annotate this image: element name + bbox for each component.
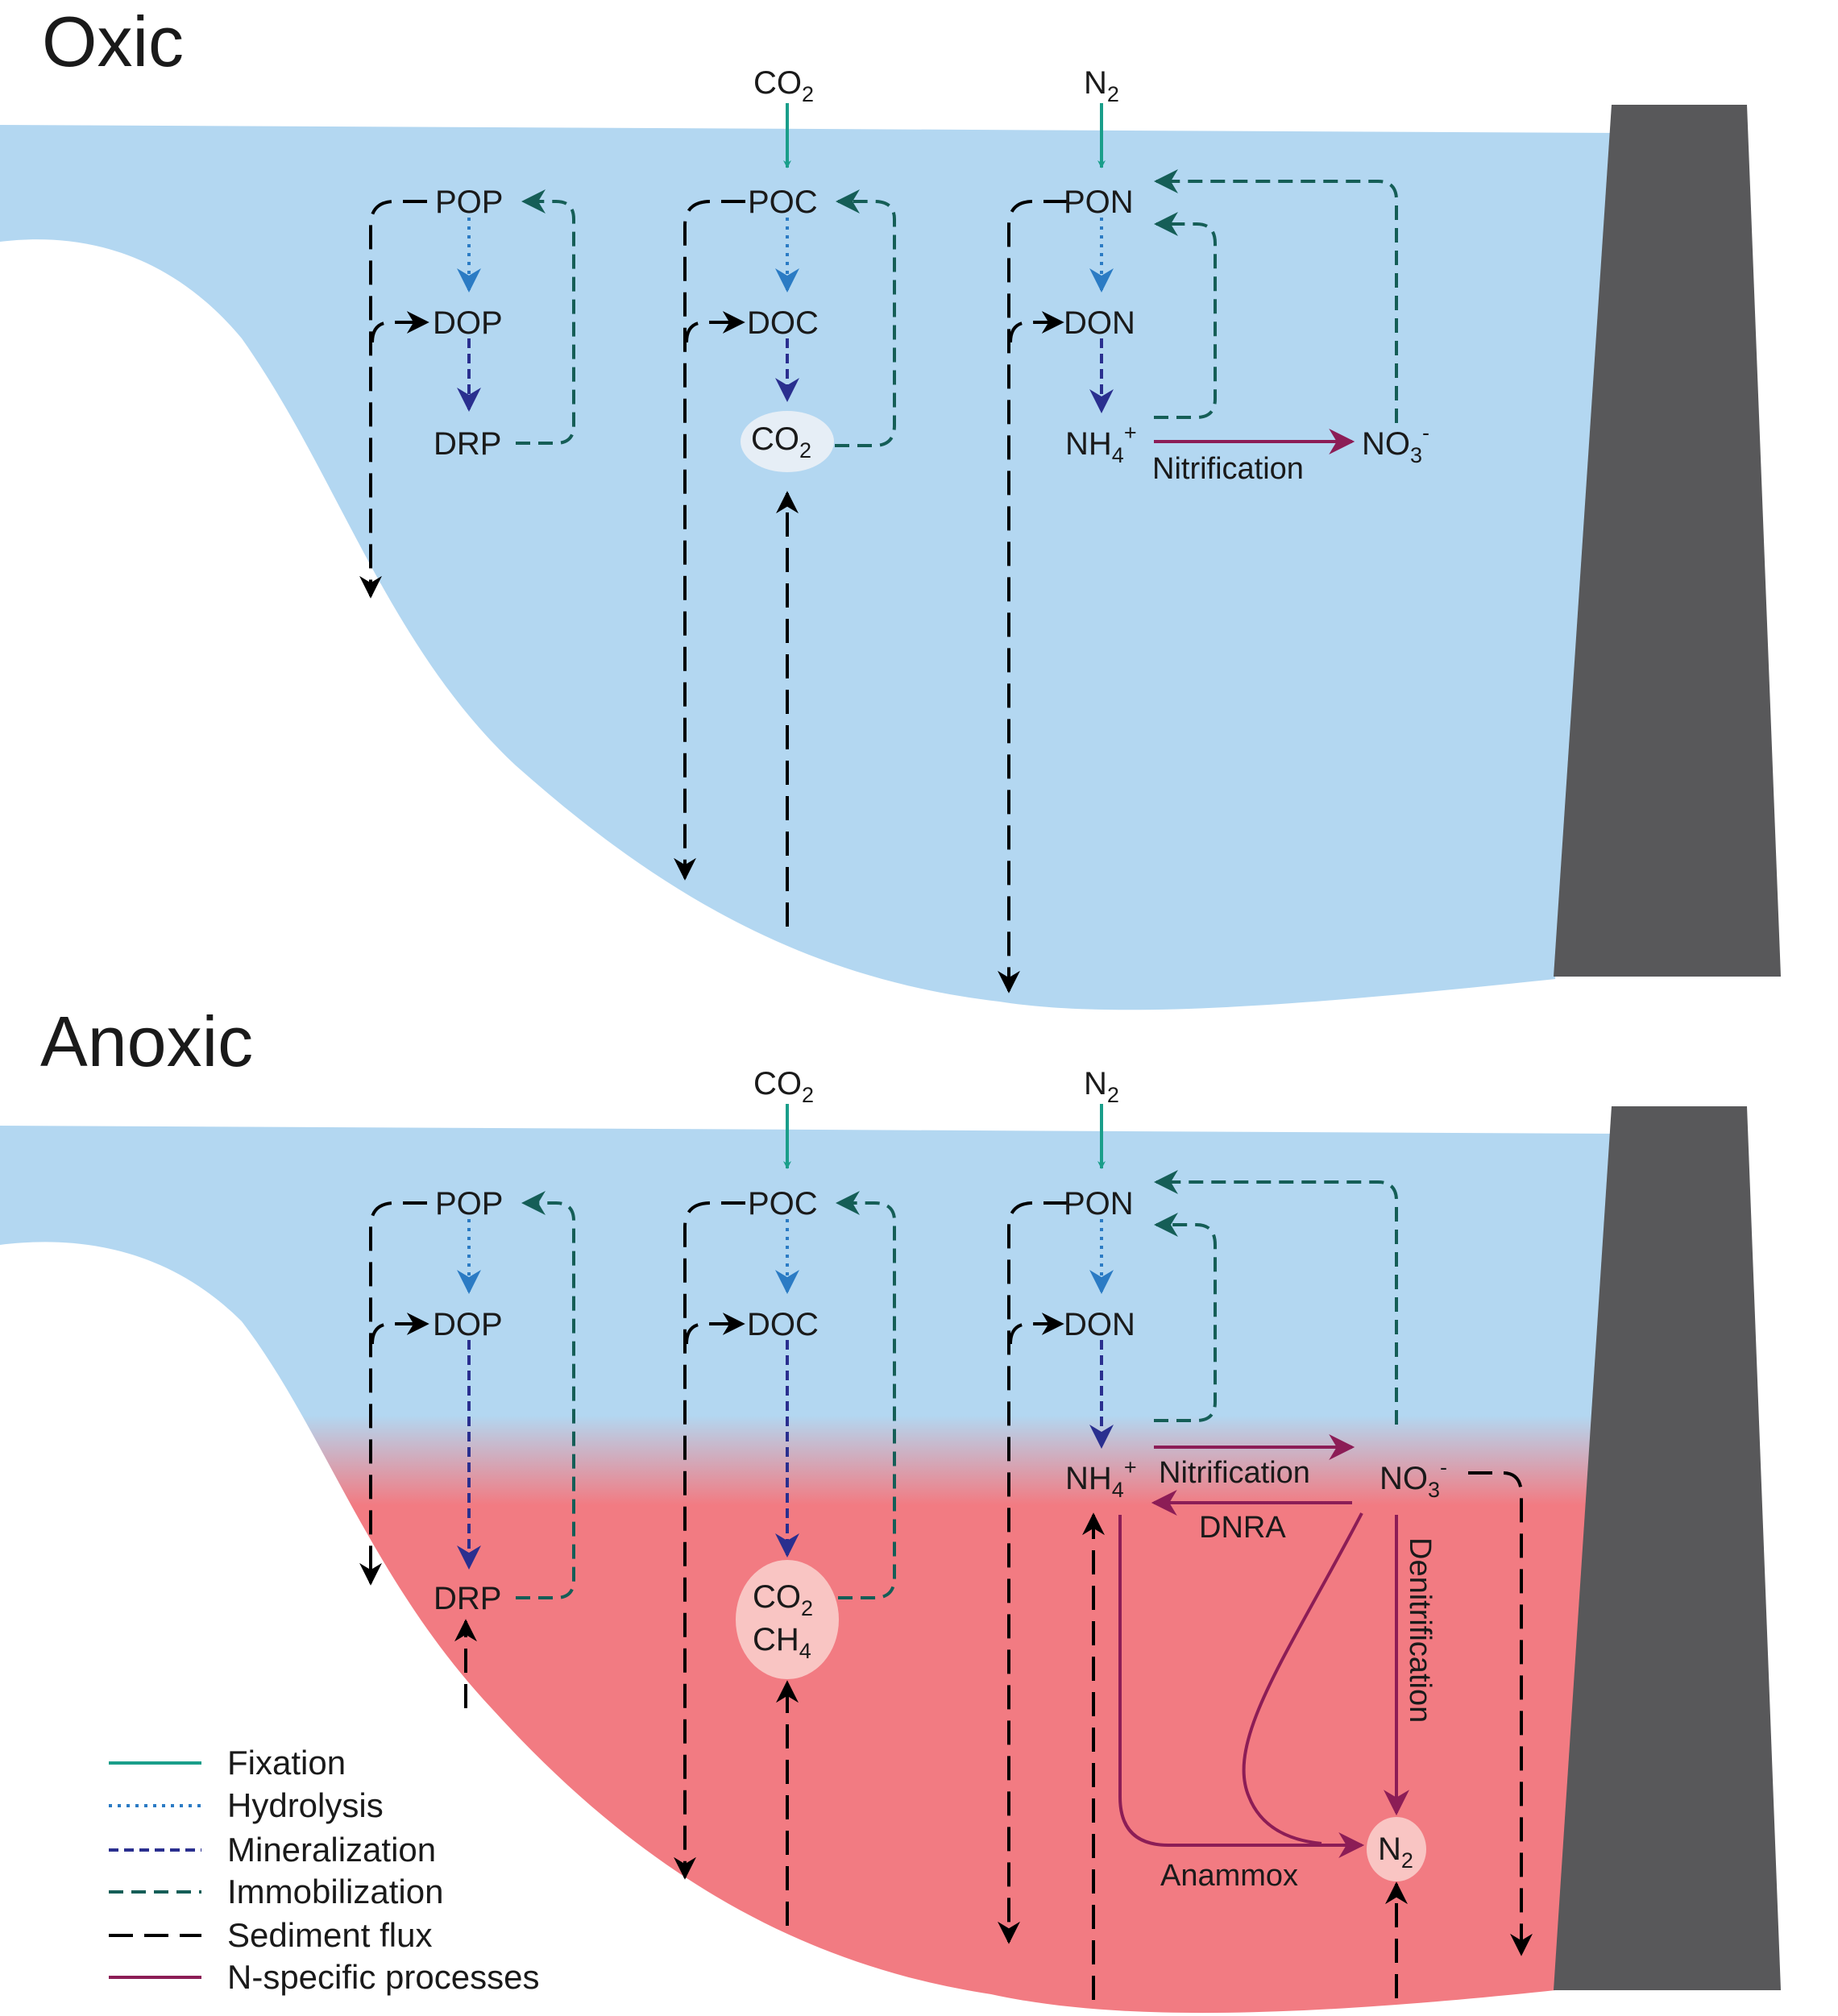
legend-item-sediment-flux: Sediment flux — [109, 1916, 432, 1954]
anoxic-doc-label: DOC — [747, 1307, 819, 1342]
oxic-pon-label: PON — [1064, 185, 1134, 220]
legend-item-hydrolysis: Hydrolysis — [109, 1786, 384, 1824]
oxic-nitrification-label: Nitrification — [1152, 452, 1304, 486]
anoxic-anammox-no3-arrow — [1242, 1512, 1363, 1845]
oxic-doc-feed-arrow — [685, 311, 745, 343]
oxic-dop-feed-arrow — [371, 311, 429, 343]
anoxic-drp-pop-immobilization-arrow — [516, 1191, 575, 1599]
legend-item-immobilization: Immobilization — [109, 1873, 443, 1910]
legend-n-specific-label: N-specific processes — [227, 1958, 539, 1996]
anoxic-pon-label: PON — [1064, 1186, 1134, 1222]
oxic-atm-co2-label: CO2 — [753, 65, 814, 106]
legend-item-n-specific: N-specific processes — [109, 1958, 539, 1996]
legend-hydrolysis-label: Hydrolysis — [227, 1786, 384, 1824]
oxic-co2-bubble — [741, 411, 834, 472]
anoxic-drp-label: DRP — [434, 1581, 501, 1616]
oxic-atm-n2-label: N2 — [1084, 65, 1119, 106]
anoxic-nitrification-label: Nitrification — [1159, 1456, 1310, 1490]
oxic-nitrogen-cycle: N2 PON DON NH4+ NO3- Nitrification — [998, 65, 1429, 993]
anoxic-dop-feed-arrow — [371, 1313, 429, 1345]
oxic-no3-pon-immobilization-arrow — [1154, 169, 1398, 423]
anoxic-anammox-nh4-arrow — [1118, 1515, 1365, 1858]
legend-sediment-flux-label: Sediment flux — [227, 1916, 432, 1954]
oxic-pop-sediment-flux-arrow — [359, 200, 427, 599]
oxic-nh4-label: NH4+ — [1065, 421, 1137, 467]
anoxic-denitrification-label: Denitrification — [1403, 1537, 1437, 1723]
oxic-phosphorus-cycle: POP DOP DRP — [359, 185, 575, 599]
anoxic-co2-ch4-bubble — [736, 1560, 839, 1679]
oxic-reservoir-water — [0, 125, 1620, 1010]
anoxic-atm-co2-label: CO2 — [753, 1066, 814, 1107]
anoxic-nh4-pon-immobilization-arrow — [1154, 1213, 1217, 1422]
oxic-nh4-pon-immobilization-arrow — [1154, 212, 1217, 419]
anoxic-no3-label: NO3- — [1380, 1455, 1447, 1502]
oxic-carbon-cycle: CO2 POC DOC CO2 — [674, 65, 896, 927]
oxic-poc-label: POC — [748, 185, 818, 220]
oxic-panel: Oxic POP DOP DRP CO2 POC DOC — [0, 2, 1781, 1010]
anoxic-don-label: DON — [1064, 1307, 1135, 1342]
anoxic-dam — [1554, 1106, 1781, 1990]
anoxic-pop-label: POP — [435, 1186, 503, 1222]
legend-mineralization-label: Mineralization — [227, 1831, 436, 1869]
oxic-pon-sediment-flux-arrow — [998, 200, 1068, 993]
legend: Fixation Hydrolysis Mineralization Immob… — [109, 1744, 539, 1996]
anoxic-poc-sediment-flux-arrow — [674, 1201, 745, 1880]
oxic-title: Oxic — [42, 2, 184, 81]
oxic-co2-poc-immobilization-arrow — [835, 189, 896, 447]
oxic-drp-label: DRP — [434, 426, 501, 462]
anoxic-phosphorus-cycle: POP DOP DRP — [359, 1186, 575, 1708]
anoxic-dnra-label: DNRA — [1199, 1511, 1286, 1545]
oxic-poc-sediment-flux-arrow — [674, 200, 745, 881]
anoxic-no3-pon-immobilization-arrow — [1154, 1170, 1398, 1425]
anoxic-atm-n2-label: N2 — [1084, 1066, 1119, 1107]
oxic-drp-pop-immobilization-arrow — [516, 189, 575, 445]
anoxic-ch4-label: CH4 — [753, 1622, 811, 1663]
legend-item-mineralization: Mineralization — [109, 1831, 436, 1869]
anoxic-poc-label: POC — [748, 1186, 818, 1222]
oxic-dop-label: DOP — [433, 305, 503, 341]
legend-fixation-label: Fixation — [227, 1744, 346, 1782]
anoxic-n2-bubble — [1367, 1817, 1426, 1881]
oxic-co2-label: CO2 — [751, 421, 811, 463]
oxic-doc-label: DOC — [747, 305, 819, 341]
anoxic-anammox-label: Anammox — [1160, 1859, 1298, 1893]
oxic-don-label: DON — [1064, 305, 1135, 341]
legend-immobilization-label: Immobilization — [227, 1873, 443, 1910]
anoxic-carbon-cycle: CO2 POC DOC CO2 CH4 — [674, 1066, 896, 1926]
oxic-dam — [1554, 105, 1781, 977]
anoxic-doc-feed-arrow — [685, 1313, 745, 1345]
anoxic-nitrogen-cycle: N2 PON DON NH4+ NO3- N2 Nitrification DN… — [998, 1066, 1533, 2000]
anoxic-panel: Anoxic POP DOP DRP CO2 POC D — [0, 1002, 1781, 2014]
anoxic-pon-sediment-flux-arrow — [998, 1201, 1068, 1944]
anoxic-dop-label: DOP — [433, 1307, 503, 1342]
anoxic-n2-label: N2 — [1378, 1831, 1413, 1873]
oxic-pop-label: POP — [435, 185, 503, 220]
anoxic-nh4-label: NH4+ — [1065, 1455, 1137, 1502]
anoxic-pop-sediment-flux-arrow — [359, 1201, 427, 1586]
anoxic-title: Anoxic — [40, 1002, 253, 1081]
oxic-no3-label: NO3- — [1362, 421, 1429, 467]
anoxic-don-feed-arrow — [1009, 1313, 1064, 1345]
legend-item-fixation: Fixation — [109, 1744, 346, 1782]
anoxic-no3-sediment-flux-arrow — [1468, 1471, 1533, 1956]
oxic-don-feed-arrow — [1009, 311, 1064, 343]
anoxic-co2-label: CO2 — [753, 1579, 813, 1620]
